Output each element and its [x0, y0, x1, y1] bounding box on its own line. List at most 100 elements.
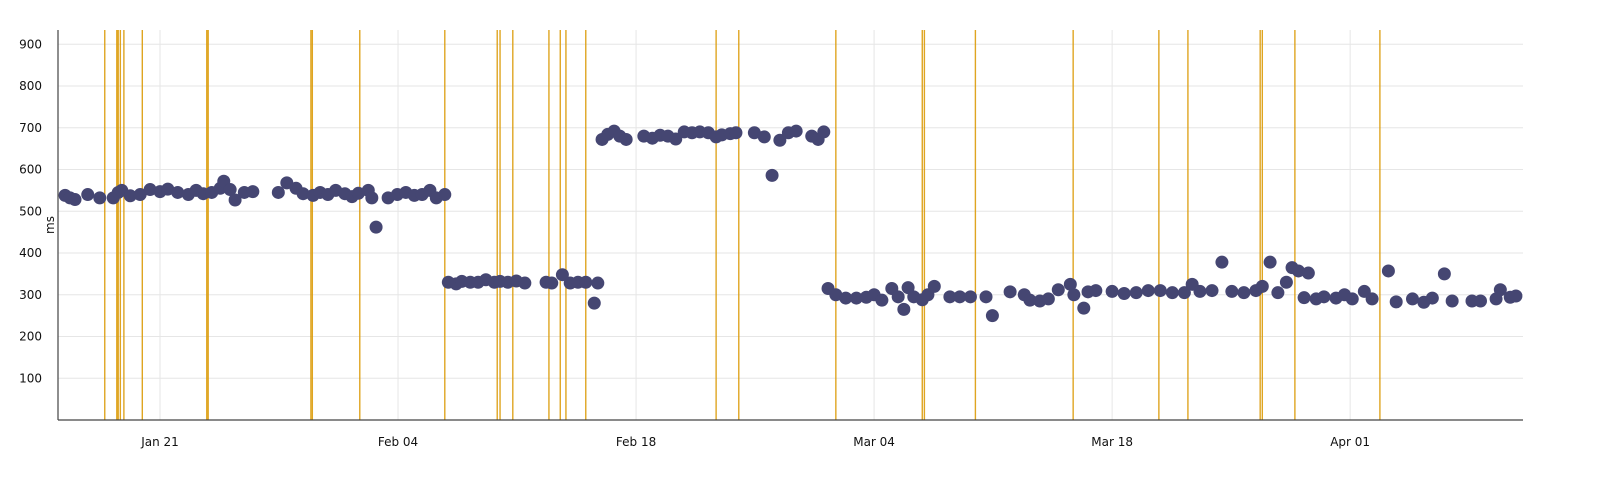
y-tick-label: 300	[19, 288, 42, 302]
data-point	[817, 125, 831, 139]
data-point	[1205, 284, 1219, 298]
y-tick-label: 500	[19, 204, 42, 218]
data-point	[81, 188, 95, 202]
data-point	[1425, 291, 1439, 305]
data-point	[979, 290, 993, 304]
data-point	[369, 220, 383, 234]
data-point	[1237, 286, 1251, 300]
data-point	[1023, 293, 1037, 307]
y-tick-label: 700	[19, 121, 42, 135]
y-axis-label: ms	[43, 216, 57, 234]
x-tick-label: Feb 18	[616, 435, 656, 449]
data-point	[839, 291, 853, 305]
data-point	[747, 126, 761, 140]
y-tick-label: 100	[19, 371, 42, 385]
y-tick-label: 900	[19, 37, 42, 51]
data-point	[296, 187, 310, 201]
y-tick-label: 600	[19, 163, 42, 177]
data-point	[1117, 286, 1131, 300]
data-point	[1291, 264, 1305, 278]
data-point	[1509, 289, 1523, 303]
y-tick-label: 400	[19, 246, 42, 260]
data-point	[93, 191, 107, 205]
data-point	[351, 186, 365, 200]
data-point	[1105, 284, 1119, 298]
data-point	[1067, 288, 1081, 302]
data-point	[161, 182, 175, 196]
data-point	[223, 183, 237, 197]
data-point	[591, 276, 605, 290]
data-point	[171, 185, 185, 199]
y-tick-label: 200	[19, 330, 42, 344]
data-point	[228, 193, 242, 207]
data-point	[729, 126, 743, 140]
data-point	[1279, 275, 1293, 289]
data-point	[579, 275, 593, 289]
data-point	[545, 276, 559, 290]
data-point	[1271, 286, 1285, 300]
data-point	[438, 188, 452, 202]
data-point	[1437, 267, 1451, 281]
data-point	[1225, 284, 1239, 298]
grid	[58, 30, 1523, 420]
data-point	[1129, 286, 1143, 300]
data-point	[927, 279, 941, 293]
x-tick-label: Apr 01	[1330, 435, 1370, 449]
data-point	[1177, 286, 1191, 300]
axes: 100 200 300 400 500 600 700 800 900 Jan 21 Feb 04 F…	[19, 30, 1523, 449]
data-point	[1405, 292, 1419, 306]
data-point	[1297, 291, 1311, 305]
data-point	[1365, 292, 1379, 306]
x-tick-label: Mar 04	[853, 435, 895, 449]
data-point	[68, 193, 82, 207]
data-point	[891, 290, 905, 304]
data-point	[757, 130, 771, 144]
data-point	[1063, 277, 1077, 291]
x-tick-label: Jan 21	[140, 435, 179, 449]
data-point	[619, 132, 633, 146]
data-point	[1165, 286, 1179, 300]
data-point	[829, 288, 843, 302]
data-point	[765, 168, 779, 182]
data-point	[1317, 290, 1331, 304]
data-point	[773, 133, 787, 147]
data-point	[1301, 266, 1315, 280]
data-points	[58, 124, 1523, 323]
data-point	[943, 290, 957, 304]
data-point	[143, 183, 157, 197]
data-point	[1089, 284, 1103, 298]
data-point	[246, 185, 260, 199]
data-point	[1141, 284, 1155, 298]
data-point	[1445, 294, 1459, 308]
data-point	[518, 276, 532, 290]
data-point	[555, 268, 569, 282]
data-point	[789, 124, 803, 138]
data-point	[897, 302, 911, 316]
x-tick-label: Mar 18	[1091, 435, 1133, 449]
data-point	[365, 191, 379, 205]
y-tick-label: 800	[19, 79, 42, 93]
data-point	[1193, 284, 1207, 298]
data-point	[133, 188, 147, 202]
data-point	[1215, 255, 1229, 269]
data-point	[875, 293, 889, 307]
data-point	[1051, 283, 1065, 297]
data-point	[1493, 283, 1507, 297]
data-point	[1077, 301, 1091, 315]
data-point	[271, 185, 285, 199]
data-point	[587, 296, 601, 310]
data-point	[1345, 292, 1359, 306]
x-tick-label: Feb 04	[378, 435, 418, 449]
event-lines	[104, 30, 1381, 420]
data-point	[963, 290, 977, 304]
data-point	[669, 132, 683, 146]
data-point	[985, 309, 999, 323]
data-point	[123, 189, 137, 203]
data-point	[1389, 295, 1403, 309]
data-point	[1153, 284, 1167, 298]
data-point	[1381, 264, 1395, 278]
data-point	[849, 291, 863, 305]
data-point	[1041, 292, 1055, 306]
data-point	[953, 290, 967, 304]
